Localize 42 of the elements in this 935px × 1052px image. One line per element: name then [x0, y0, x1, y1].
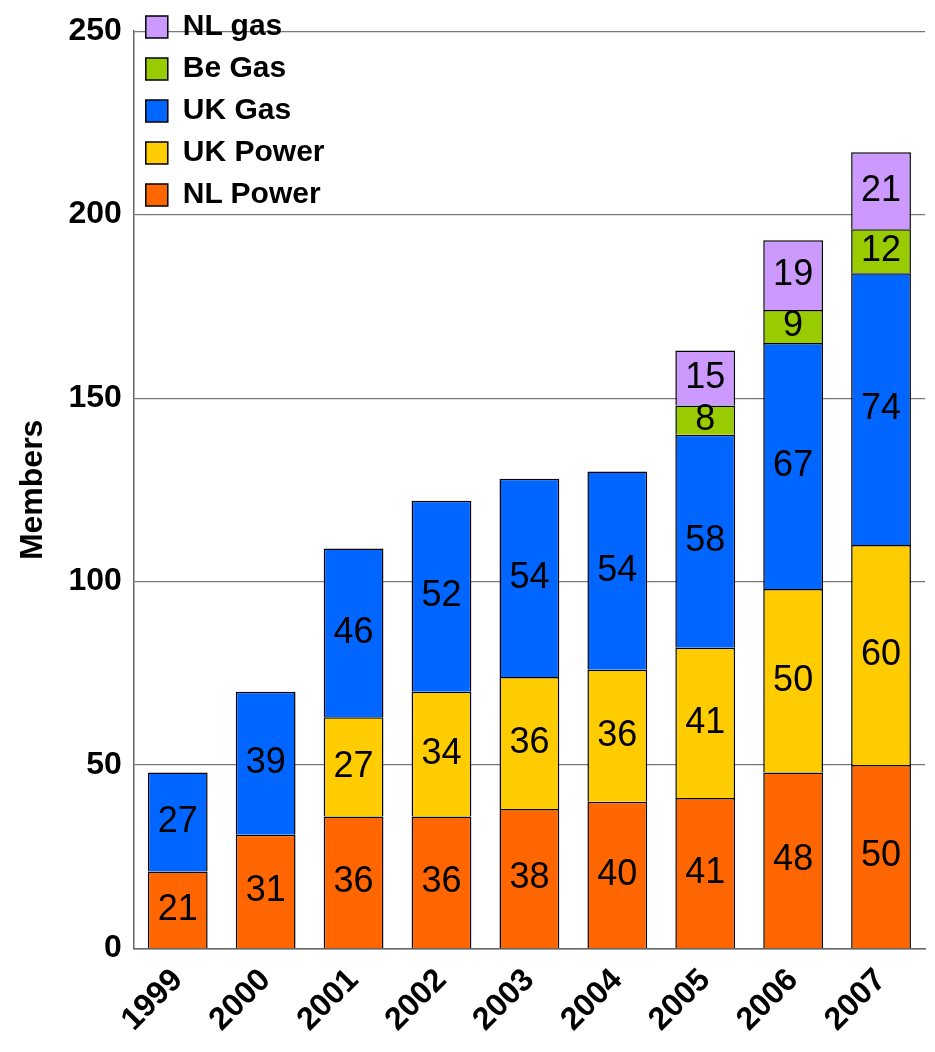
legend-label: UK Gas	[182, 92, 292, 126]
y-tick-label: 50	[86, 744, 122, 781]
data-label: 41	[685, 699, 726, 741]
data-label: 54	[597, 547, 638, 589]
data-label: 27	[157, 798, 198, 840]
data-label: 36	[421, 859, 462, 901]
y-tick-label: 100	[68, 561, 122, 598]
y-tick-label: 0	[103, 928, 122, 965]
data-label: 12	[861, 228, 902, 270]
data-label: 46	[333, 609, 374, 651]
data-label: 41	[685, 849, 726, 891]
data-label: 31	[245, 868, 286, 910]
y-tick-label: 150	[68, 377, 122, 414]
data-label: 74	[861, 386, 902, 428]
data-label: 48	[773, 837, 814, 879]
y-tick-label: 200	[68, 194, 122, 231]
data-label: 15	[685, 354, 726, 396]
data-label: 36	[333, 859, 374, 901]
data-label: 40	[597, 851, 638, 893]
data-label: 21	[157, 886, 198, 928]
data-label: 21	[861, 167, 902, 209]
legend-label: Be Gas	[182, 50, 287, 84]
y-axis-title: Members	[13, 419, 50, 561]
data-label: 9	[783, 303, 804, 345]
data-label: 38	[509, 855, 550, 897]
legend-label: UK Power	[182, 134, 325, 168]
data-label: 60	[861, 631, 902, 673]
data-label: 54	[509, 554, 550, 596]
data-label: 50	[773, 657, 814, 699]
data-label: 39	[245, 740, 286, 782]
legend-label: NL gas	[182, 8, 283, 42]
data-label: 27	[333, 743, 374, 785]
data-label: 52	[421, 573, 462, 615]
data-label: 19	[773, 252, 814, 294]
data-label: 34	[421, 730, 462, 772]
data-label: 36	[509, 719, 550, 761]
legend-label: NL Power	[182, 176, 321, 210]
y-tick-label: 250	[68, 11, 122, 48]
data-label: 58	[685, 518, 726, 560]
data-label: 50	[861, 833, 902, 875]
data-label: 36	[597, 712, 638, 754]
data-label: 67	[773, 442, 814, 484]
